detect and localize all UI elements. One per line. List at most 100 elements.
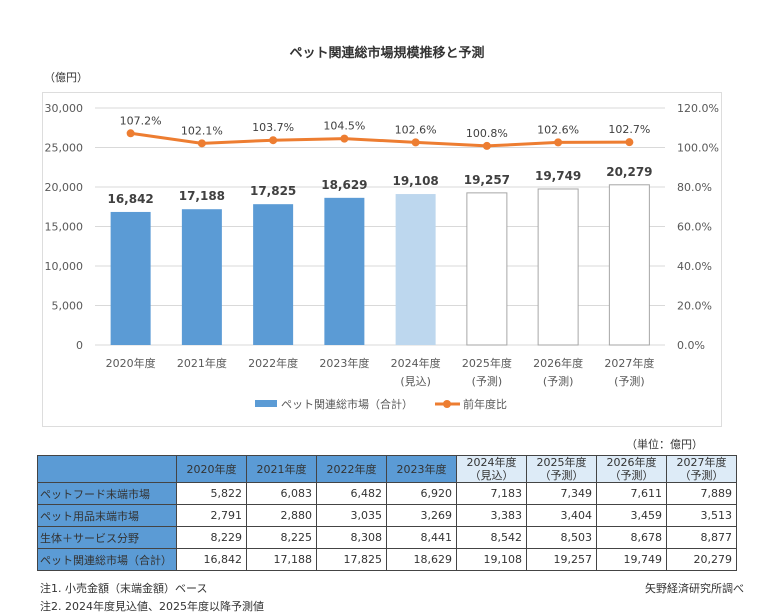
chart-title: ペット関連総市場規模推移と予測 — [289, 46, 485, 61]
y-tick-label: 10,000 — [45, 260, 84, 273]
column-header: 2022年度 — [316, 455, 387, 483]
bar-value-label: 17,188 — [179, 189, 225, 203]
table-header-row: 2020年度 2021年度 2022年度 2023年度 2024年度 （見込） 2025年度… — [37, 455, 737, 483]
row-label: ペットフード末端市場 — [37, 482, 177, 505]
line-value-label: 102.6% — [395, 123, 437, 136]
table-cell: 7,183 — [456, 482, 527, 505]
table-cell: 8,308 — [316, 526, 387, 549]
table-cell: 6,083 — [246, 482, 317, 505]
legend-line-marker — [443, 400, 451, 408]
bar-value-label: 19,108 — [392, 174, 438, 188]
header-corner — [37, 455, 177, 483]
chart-frame — [42, 92, 722, 427]
legend-bar-swatch — [255, 400, 277, 407]
y2-tick-label: 20.0% — [677, 300, 712, 313]
data-table: 2020年度 2021年度 2022年度 2023年度 2024年度 （見込） 2025年度… — [37, 455, 737, 571]
table-cell: 8,229 — [176, 526, 247, 549]
bar-value-label: 19,257 — [464, 173, 510, 187]
x-tick-label: 2027年度 — [604, 356, 654, 370]
table-cell: 8,441 — [386, 526, 457, 549]
bar — [395, 194, 436, 345]
x-tick-label: 2025年度 — [462, 356, 512, 370]
bar — [537, 188, 579, 346]
bar — [253, 204, 294, 345]
line-point — [482, 141, 491, 150]
bar — [466, 192, 508, 346]
row-label: ペット関連総市場（合計） — [37, 548, 177, 571]
table-cell: 19,257 — [526, 548, 597, 571]
note-2: 注2. 2024年度見込値、2025年度以降予測値 — [40, 600, 264, 613]
line-point — [411, 138, 420, 147]
x-tick-sublabel: (予測) — [543, 374, 574, 388]
column-header: 2020年度 — [176, 455, 247, 483]
x-tick-sublabel: (見込) — [400, 375, 431, 388]
column-header: 2025年度 （予測） — [526, 455, 597, 483]
bar-value-label: 20,279 — [606, 165, 652, 179]
line-value-label: 102.7% — [608, 123, 650, 136]
column-header: 2027年度 （予測） — [666, 455, 737, 483]
column-header: 2021年度 — [246, 455, 317, 483]
table-row: ペットフード末端市場 5,822 6,083 6,482 6,920 7,183 7,349… — [37, 482, 737, 505]
line-point — [126, 129, 135, 138]
y2-tick-label: 0.0% — [677, 339, 705, 352]
table-cell: 3,269 — [386, 504, 457, 527]
table-cell: 3,459 — [596, 504, 667, 527]
line-point — [340, 134, 349, 143]
y2-tick-label: 120.0% — [677, 102, 719, 115]
table-row: ペット用品末端市場 2,791 2,880 3,035 3,269 3,383 3,404 3… — [37, 504, 737, 527]
table-cell: 3,404 — [526, 504, 597, 527]
x-tick-sublabel: (予測) — [472, 374, 503, 388]
x-tick-label: 2024年度 — [391, 356, 441, 370]
table-cell: 7,349 — [526, 482, 597, 505]
x-tick-sublabel: (予測) — [614, 374, 645, 388]
legend-line-label: 前年度比 — [463, 397, 507, 411]
row-label: 生体＋サービス分野 — [37, 526, 177, 549]
bar — [608, 184, 650, 346]
table-cell: 8,678 — [596, 526, 667, 549]
x-tick-label: 2020年度 — [106, 356, 156, 370]
table-cell: 2,791 — [176, 504, 247, 527]
bar-value-label: 19,749 — [535, 169, 581, 183]
column-header: 2024年度 （見込） — [456, 455, 527, 483]
table-cell: 3,513 — [666, 504, 737, 527]
table-cell: 6,482 — [316, 482, 387, 505]
x-tick-label: 2022年度 — [248, 356, 298, 370]
table-cell: 7,889 — [666, 482, 737, 505]
table-cell: 3,383 — [456, 504, 527, 527]
table-cell: 18,629 — [386, 548, 457, 571]
line-point — [625, 138, 634, 147]
table-cell: 8,503 — [526, 526, 597, 549]
table-cell: 7,611 — [596, 482, 667, 505]
table-row: 生体＋サービス分野 8,229 8,225 8,308 8,441 8,542 8,503 8… — [37, 526, 737, 549]
line-value-label: 107.2% — [120, 114, 162, 127]
line-point — [269, 136, 278, 145]
source: 矢野経済研究所調べ — [645, 582, 744, 595]
column-header: 2023年度 — [386, 455, 457, 483]
line-series — [130, 131, 630, 148]
y-tick-label: 25,000 — [45, 142, 84, 155]
line-value-label: 103.7% — [252, 121, 294, 134]
table-cell: 8,542 — [456, 526, 527, 549]
table-cell: 6,920 — [386, 482, 457, 505]
table-cell: 2,880 — [246, 504, 317, 527]
line-point — [554, 138, 563, 147]
table-cell: 16,842 — [176, 548, 247, 571]
table-cell: 19,749 — [596, 548, 667, 571]
table-cell: 17,188 — [246, 548, 317, 571]
row-label: ペット用品末端市場 — [37, 504, 177, 527]
line-value-label: 102.6% — [537, 123, 579, 136]
y-tick-label: 15,000 — [45, 221, 84, 234]
bar-value-label: 18,629 — [321, 178, 367, 192]
table-cell: 3,035 — [316, 504, 387, 527]
y-tick-label: 0 — [76, 339, 83, 352]
legend-bar-label: ペット関連総市場（合計） — [281, 397, 413, 411]
table-cell: 17,825 — [316, 548, 387, 571]
x-tick-label: 2021年度 — [177, 356, 227, 370]
bar — [324, 197, 365, 345]
y-axis-unit: （億円） — [44, 71, 88, 84]
bar — [181, 209, 222, 345]
line-value-label: 100.8% — [466, 127, 508, 140]
bar — [110, 211, 151, 345]
y2-tick-label: 80.0% — [677, 181, 712, 194]
chart: 0 5,000 10,000 15,000 20,000 25,000 30,000 0.0%… — [45, 102, 719, 411]
